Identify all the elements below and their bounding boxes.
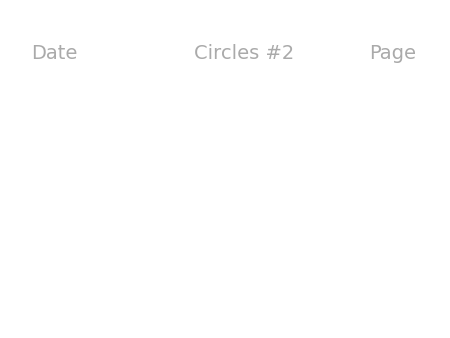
Text: Page: Page [369, 44, 416, 63]
Text: Circles #2: Circles #2 [194, 44, 294, 63]
Text: Date: Date [32, 44, 78, 63]
